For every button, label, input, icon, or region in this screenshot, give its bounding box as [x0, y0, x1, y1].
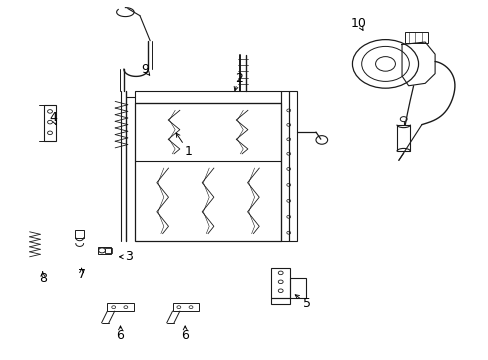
Text: 2: 2	[234, 72, 242, 85]
Bar	[405, 32, 427, 43]
Bar	[135, 103, 281, 241]
Text: 8: 8	[39, 272, 47, 285]
Bar	[75, 230, 84, 238]
Text: 5: 5	[302, 297, 310, 310]
Text: 7: 7	[78, 268, 85, 281]
Text: 6: 6	[116, 329, 124, 342]
Text: 4: 4	[49, 111, 57, 124]
Text: 1: 1	[184, 145, 192, 158]
Bar	[105, 248, 112, 252]
Bar	[44, 105, 56, 141]
Text: 6: 6	[181, 329, 189, 342]
Bar	[107, 303, 134, 311]
Text: 10: 10	[350, 17, 366, 30]
Bar	[98, 247, 111, 253]
Bar	[271, 298, 290, 304]
Text: 9: 9	[141, 63, 148, 76]
Text: 3: 3	[124, 250, 132, 263]
Bar	[281, 91, 288, 241]
Bar	[271, 267, 290, 298]
Bar	[396, 125, 409, 152]
Bar	[290, 278, 305, 298]
Bar	[172, 303, 199, 311]
Bar	[135, 91, 281, 103]
Bar	[288, 91, 296, 241]
